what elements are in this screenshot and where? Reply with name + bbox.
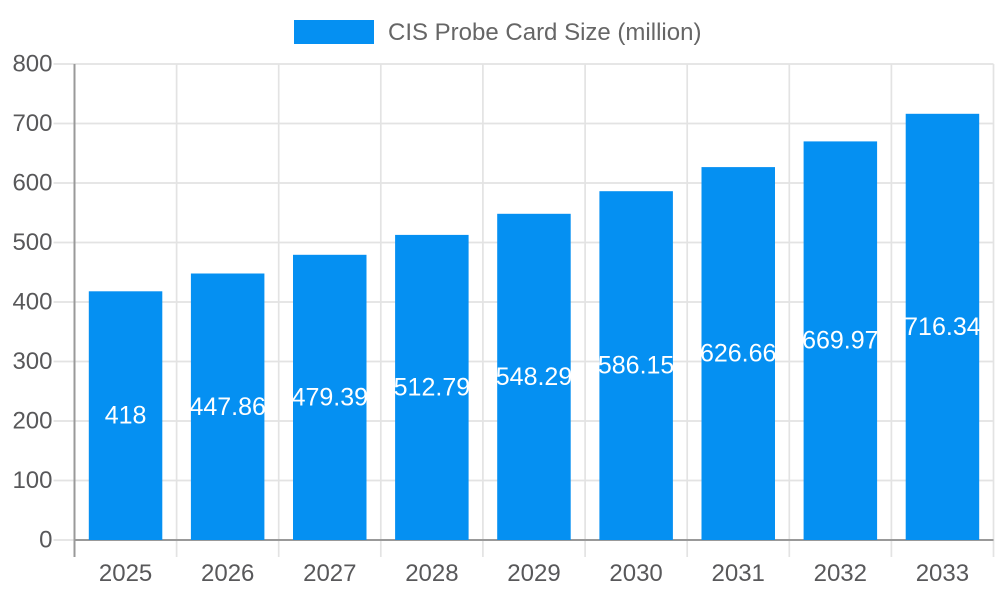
svg-text:2027: 2027 [303,560,356,587]
svg-text:300: 300 [12,348,52,375]
svg-text:600: 600 [12,170,52,197]
svg-text:100: 100 [12,467,52,494]
svg-text:2032: 2032 [814,560,867,587]
svg-text:2031: 2031 [712,560,765,587]
svg-text:447.86: 447.86 [189,393,265,421]
svg-text:200: 200 [12,408,52,435]
svg-text:2026: 2026 [201,560,254,587]
svg-text:2028: 2028 [405,560,458,587]
svg-text:2030: 2030 [609,560,662,587]
svg-text:479.39: 479.39 [292,383,368,411]
svg-text:0: 0 [39,527,52,554]
svg-text:626.66: 626.66 [700,340,776,368]
svg-text:2029: 2029 [507,560,560,587]
svg-text:512.79: 512.79 [394,373,470,401]
svg-text:2033: 2033 [916,560,969,587]
svg-text:2025: 2025 [99,560,152,587]
svg-text:CIS Probe Card Size (million): CIS Probe Card Size (million) [388,19,701,46]
svg-text:500: 500 [12,229,52,256]
svg-text:418: 418 [105,402,147,430]
svg-text:700: 700 [12,110,52,137]
svg-text:548.29: 548.29 [496,363,572,391]
svg-text:669.97: 669.97 [802,327,878,355]
svg-text:586.15: 586.15 [598,352,674,380]
svg-text:716.34: 716.34 [904,313,981,341]
svg-text:800: 800 [12,51,52,78]
svg-text:400: 400 [12,289,52,316]
